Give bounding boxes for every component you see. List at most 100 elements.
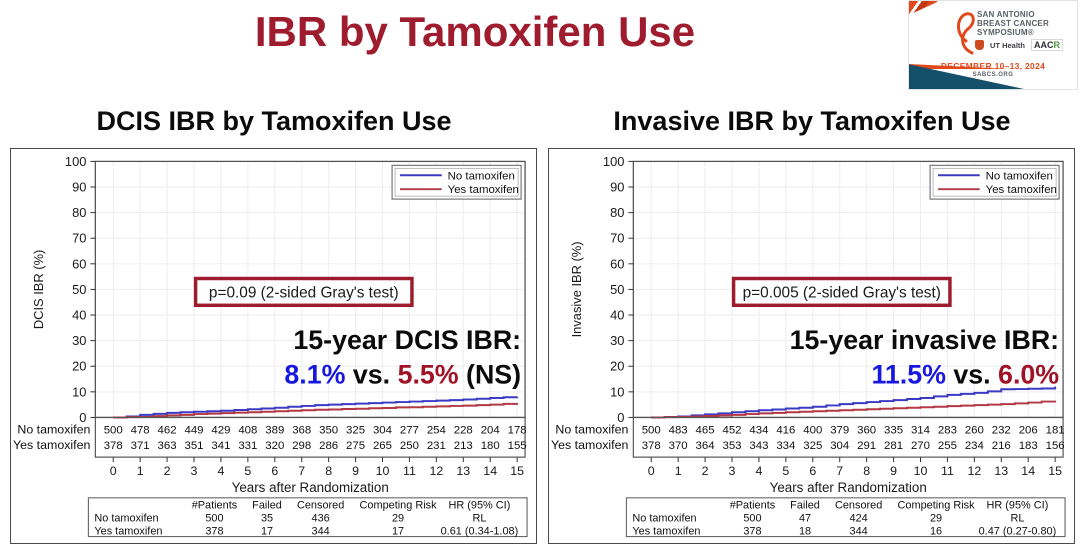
series-curve-no-tamoxifen [651,386,1057,419]
at-risk-count: 213 [454,440,473,452]
at-risk-count: 462 [158,424,177,436]
at-risk-count: 204 [481,424,501,436]
logo-line1: SAN ANTONIO [977,10,1035,19]
summary-cell: 500 [743,513,761,525]
y-tick-label: 70 [72,231,86,246]
at-risk-count: 350 [319,424,338,436]
y-tick-label: 80 [610,205,624,220]
at-risk-count: 478 [131,424,150,436]
at-risk-count: 234 [965,440,985,452]
x-tick-label: 9 [890,464,897,478]
logo-line2: BREAST CANCER [977,19,1049,28]
summary-cell: 0.61 (0.34-1.08) [441,526,519,538]
at-risk-count: 335 [884,424,903,436]
x-tick-label: 10 [376,464,390,478]
at-risk-count: 434 [749,424,769,436]
x-tick-label: 10 [914,464,928,478]
summary-cell: 500 [205,513,223,525]
logo-site: SABCS.ORG [972,72,1014,78]
at-risk-count: 314 [911,424,931,436]
x-tick-label: 8 [325,464,332,478]
x-tick-label: 14 [1021,464,1035,478]
x-tick-label: 11 [403,464,416,478]
x-tick-label: 2 [164,464,171,478]
y-tick-label: 90 [610,179,624,194]
summary-cell: 47 [799,513,811,525]
summary-cell: 344 [850,526,868,538]
at-risk-count: 180 [481,440,500,452]
x-tick-label: 15 [510,464,524,478]
at-risk-count: 270 [911,440,930,452]
summary-header: Censored [835,500,882,512]
at-risk-count: 260 [965,424,984,436]
series-curve-no-tamoxifen [113,396,519,419]
logo-partners: UT Health AACR [975,39,1064,51]
summary-cell: 29 [930,513,942,525]
at-risk-count: 156 [1046,440,1065,452]
y-axis-label: DCIS IBR (%) [31,250,46,330]
x-tick-label: 12 [967,464,981,478]
x-tick-label: 0 [648,464,655,478]
chart-title-invasive: Invasive IBR by Tamoxifen Use [613,106,1011,136]
x-tick-label: 5 [782,464,789,478]
at-risk-count: 216 [992,440,1011,452]
summary-cell: 16 [930,526,942,538]
at-risk-count: 341 [211,440,230,452]
summary-table-box [625,497,1066,538]
invasive-chart-panel: 0 10 20 30 40 50 60 70 80 90 100 Invasive IBR (%) No… [548,148,1075,544]
legend-label: Yes tamoxifen [448,184,519,196]
y-tick-label: 10 [610,384,624,399]
summary-header: #Patients [192,500,238,512]
at-risk-count: 283 [938,424,957,436]
x-tick-label: 11 [941,464,954,478]
ribbon-icon [957,12,975,55]
x-tick-label: 2 [702,464,709,478]
x-tick-label: 5 [244,464,251,478]
legend-label: No tamoxifen [448,170,515,182]
x-axis-label: Years after Randomization [770,480,927,495]
y-tick-label: 100 [65,154,87,169]
x-tick-label: 9 [352,464,359,478]
at-risk-count: 353 [722,440,741,452]
summary-header: Failed [252,500,282,512]
p-value-text: p=0.09 (2-sided Gray's test) [209,284,399,301]
at-risk-count: 416 [776,424,795,436]
at-risk-count: 178 [508,424,527,436]
summary-cell: 0.47 (0.27-0.80) [979,526,1057,538]
summary-header: Competing Risk [360,500,438,512]
legend-label: No tamoxifen [986,170,1053,182]
at-risk-count: 155 [508,440,527,452]
x-tick-label: 1 [137,464,144,478]
at-risk-count: 400 [803,424,822,436]
x-tick-label: 15 [1048,464,1062,478]
annotation-value: 6.0% [998,360,1059,390]
at-risk-count: 500 [104,424,123,436]
x-tick-label: 0 [110,464,117,478]
summary-cell: 344 [312,526,330,538]
logo-date: DECEMBER 10–13, 2024 [940,61,1046,71]
at-risk-count: 232 [992,424,1011,436]
at-risk-count: 331 [238,440,257,452]
x-tick-label: 7 [836,464,843,478]
at-risk-count: 291 [857,440,876,452]
x-tick-label: 13 [994,464,1008,478]
summary-header: HR (95% CI) [449,500,511,512]
summary-header: Failed [790,500,820,512]
at-risk-count: 378 [104,440,123,452]
annotation-value: vs. [946,360,998,390]
y-tick-label: 100 [603,154,625,169]
x-tick-label: 6 [271,464,278,478]
x-tick-label: 6 [809,464,816,478]
series-curve-yes-tamoxifen [651,400,1057,419]
at-risk-count: 181 [1046,424,1065,436]
y-tick-label: 40 [610,307,624,322]
p-value-box [193,276,414,308]
annotation-line1: 15-year invasive IBR: [790,325,1059,355]
summary-header: Censored [297,500,344,512]
y-tick-label: 0 [617,410,624,425]
at-risk-count: 265 [373,440,392,452]
legend-box [391,164,522,200]
summary-cell: 424 [850,513,868,525]
aacr-text: AAC [1034,40,1054,50]
